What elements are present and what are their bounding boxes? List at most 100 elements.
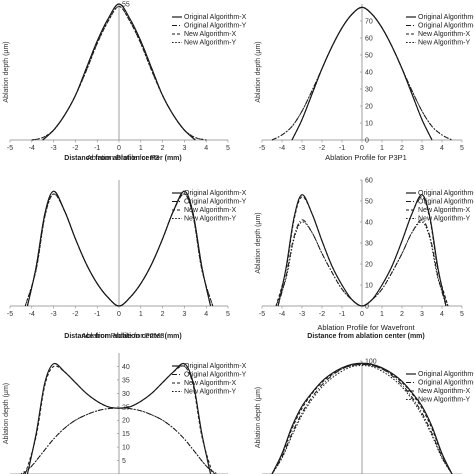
x-tick-label: -3 [299, 145, 305, 152]
legend-entry: New Algorithm-Y [418, 216, 470, 223]
y-tick-label: 0 [365, 304, 369, 311]
x-axis-title: Distance from ablation center (mm) [64, 333, 181, 340]
series-line-1 [271, 362, 453, 474]
series-line-4 [20, 407, 218, 474]
y-axis-title: Ablation depth (µm) [255, 387, 262, 448]
legend-entry: New Algorithm-X [184, 31, 236, 38]
x-tick-label: -5 [259, 311, 265, 318]
x-tick-label: 4 [204, 145, 208, 152]
y-axis-title: Ablation depth (µm) [255, 41, 262, 102]
x-tick-label: 2 [161, 145, 165, 152]
x-tick-label: -5 [7, 311, 13, 318]
x-tick-label: 3 [182, 311, 186, 318]
x-tick-label: 1 [139, 311, 143, 318]
legend-entry: Original Algorithm-X [184, 190, 247, 197]
series-line-4 [271, 365, 453, 474]
y-tick-label: 10 [365, 121, 373, 128]
y-axis-title: Ablation depth (µm) [255, 212, 262, 273]
y-tick-label: 60 [365, 178, 373, 185]
y-tick-label: 55 [122, 2, 130, 9]
legend-entry: Original Algorithm-Y [418, 380, 474, 387]
legend-entry: Original Algorithm-Y [418, 199, 474, 206]
y-tick-label: 35 [122, 377, 130, 384]
chart-title: Ablation Profile for P3 [87, 153, 160, 162]
legend-entry: New Algorithm-X [184, 207, 236, 214]
series-line-4 [24, 193, 214, 307]
x-tick-label: -1 [339, 311, 345, 318]
x-tick-label: 3 [420, 145, 424, 152]
legend-entry: Original Algorithm-X [418, 371, 474, 378]
y-tick-label: 30 [122, 391, 130, 398]
x-axis-title: Distance from ablation center (mm) [307, 333, 424, 340]
x-axis-title: Distance from ablation center (mm) [64, 155, 181, 162]
x-tick-label: 4 [440, 311, 444, 318]
y-tick-label: 10 [122, 445, 130, 452]
legend-entry: New Algorithm-Y [418, 397, 470, 404]
x-tick-label: 0 [117, 311, 121, 318]
legend-entry: New Algorithm-X [418, 31, 470, 38]
legend-entry: New Algorithm-Y [184, 389, 236, 396]
y-tick-label: 100 [365, 359, 377, 366]
y-tick-label: 30 [365, 241, 373, 248]
x-tick-label: -5 [7, 145, 13, 152]
y-tick-label: 50 [365, 53, 373, 60]
x-tick-label: 1 [380, 145, 384, 152]
x-tick-label: -3 [50, 311, 56, 318]
legend-entry: New Algorithm-X [184, 380, 236, 387]
y-tick-label: 20 [365, 104, 373, 111]
chart-title: Ablation Profile for P2M3 [82, 331, 165, 340]
series-line-3 [31, 5, 207, 141]
x-tick-label: -1 [339, 145, 345, 152]
y-tick-label: 60 [365, 36, 373, 43]
legend-entry: New Algorithm-X [418, 207, 470, 214]
chart-panel-2: -5 -4 -3 -2 -1 0 1 2 3 4 5010203040506070Ablation … [255, 4, 474, 152]
chart-title: Ablation Profile for Wavefront [317, 323, 415, 332]
x-tick-label: 5 [460, 311, 464, 318]
x-tick-label: 0 [360, 311, 364, 318]
x-tick-label: 0 [360, 145, 364, 152]
x-tick-label: -3 [50, 145, 56, 152]
x-tick-label: 3 [182, 145, 186, 152]
y-tick-label: 15 [122, 431, 130, 438]
x-tick-label: -1 [94, 145, 100, 152]
legend-entry: Original Algorithm-Y [418, 23, 474, 30]
x-tick-label: 0 [117, 145, 121, 152]
x-tick-label: -4 [29, 311, 35, 318]
x-tick-label: -4 [279, 145, 285, 152]
legend-entry: Original Algorithm-X [418, 14, 474, 21]
y-axis-title: Ablation depth (µm) [3, 383, 10, 444]
legend-entry: Original Algorithm-Y [184, 23, 247, 30]
legend-entry: New Algorithm-Y [418, 40, 470, 47]
x-tick-label: 4 [204, 311, 208, 318]
series-line-3 [271, 363, 453, 474]
x-tick-label: 2 [161, 311, 165, 318]
x-tick-label: 3 [420, 311, 424, 318]
series-line-2 [42, 3, 196, 141]
x-tick-label: -4 [279, 311, 285, 318]
y-tick-label: 40 [122, 364, 130, 371]
x-tick-label: 2 [400, 311, 404, 318]
legend-entry: New Algorithm-Y [184, 40, 236, 47]
series-line-2 [26, 190, 212, 307]
legend-entry: New Algorithm-X [418, 388, 470, 395]
x-tick-label: 5 [226, 145, 230, 152]
x-tick-label: -2 [319, 145, 325, 152]
x-tick-label: 1 [380, 311, 384, 318]
y-tick-label: 5 [122, 458, 126, 465]
chart-panel-6: 100 Ablation Profile for Wavefront Ablatio… [255, 323, 474, 474]
x-tick-label: -3 [299, 311, 305, 318]
x-tick-label: -4 [29, 145, 35, 152]
y-tick-label: 70 [365, 19, 373, 26]
x-tick-label: -2 [72, 311, 78, 318]
y-tick-label: 0 [365, 138, 369, 145]
y-tick-label: 50 [365, 199, 373, 206]
chart-title: Ablation Profile for P3P1 [325, 153, 407, 162]
legend-entry: Original Algorithm-Y [184, 199, 247, 206]
x-tick-label: -5 [259, 145, 265, 152]
legend-entry: Original Algorithm-Y [184, 372, 247, 379]
